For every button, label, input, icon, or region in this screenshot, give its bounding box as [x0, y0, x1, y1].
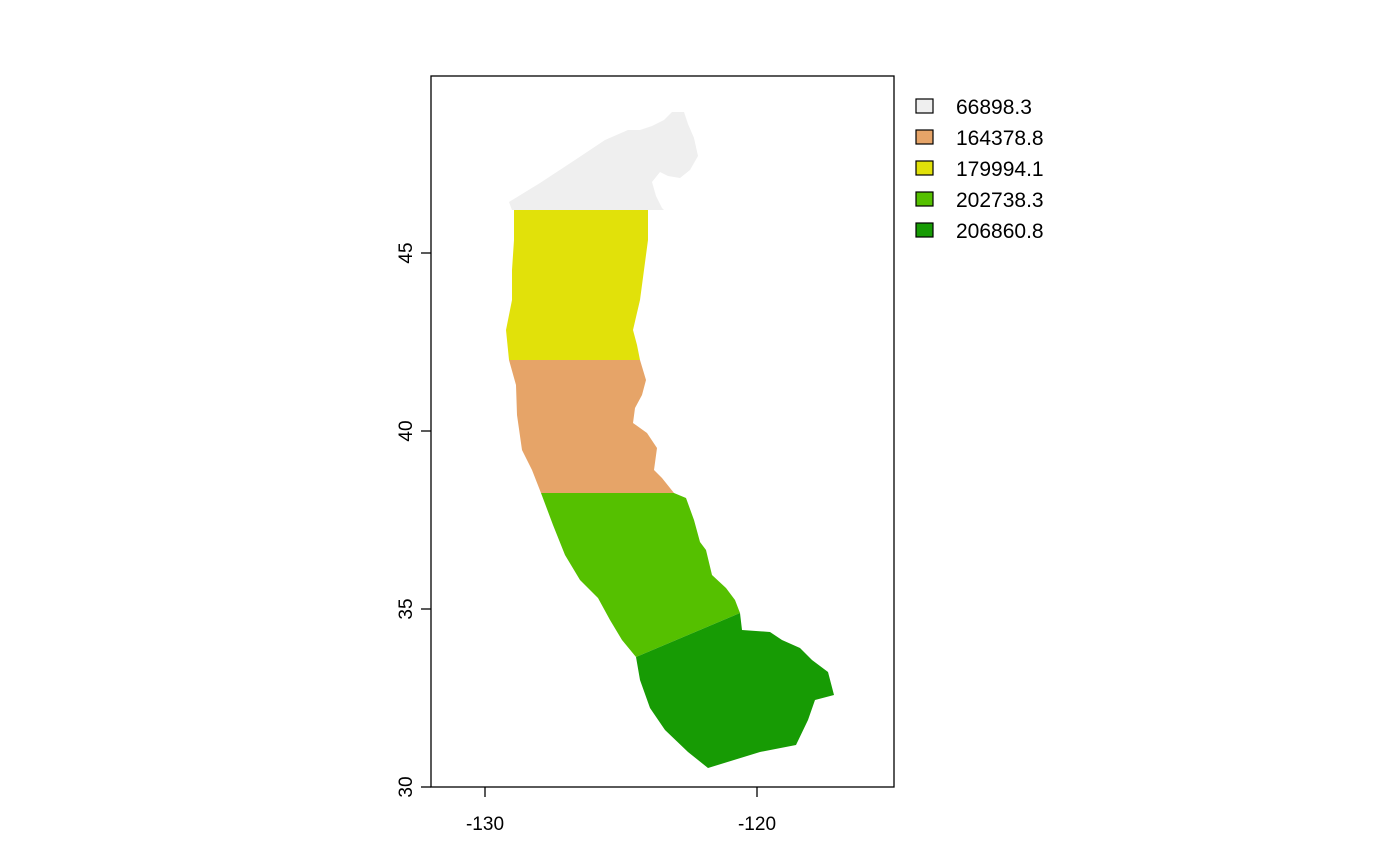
region-206860-8 — [636, 613, 834, 768]
legend: 66898.3 164378.8 179994.1 202738.3 20686… — [915, 96, 1044, 243]
legend-swatch — [915, 191, 934, 207]
legend-item: 164378.8 — [915, 127, 1044, 150]
region-164378-8 — [509, 360, 674, 493]
legend-item: 179994.1 — [915, 158, 1044, 181]
legend-swatch — [915, 129, 934, 145]
legend-label: 179994.1 — [956, 158, 1044, 181]
y-tick-label: 40 — [396, 420, 417, 441]
legend-item: 66898.3 — [915, 96, 1032, 119]
x-tick-label: -130 — [466, 814, 504, 835]
region-66898-3 — [509, 112, 698, 210]
legend-swatch — [915, 160, 934, 176]
x-tick-label: -120 — [738, 814, 776, 835]
y-axis: 30 35 40 45 — [396, 242, 431, 798]
y-tick-label: 35 — [396, 598, 417, 619]
legend-swatch — [915, 222, 934, 238]
y-tick-label: 30 — [396, 776, 417, 797]
legend-label: 206860.8 — [956, 220, 1044, 243]
y-tick-label: 45 — [396, 242, 417, 263]
region-202738-3 — [541, 493, 740, 657]
legend-item: 206860.8 — [915, 220, 1044, 243]
legend-label: 164378.8 — [956, 127, 1044, 150]
legend-label: 66898.3 — [956, 96, 1032, 119]
x-axis: -130 -120 — [466, 787, 776, 835]
legend-label: 202738.3 — [956, 189, 1044, 212]
legend-swatch — [915, 98, 934, 114]
legend-item: 202738.3 — [915, 189, 1044, 212]
region-179994-1 — [506, 210, 648, 360]
map-regions — [506, 112, 834, 768]
